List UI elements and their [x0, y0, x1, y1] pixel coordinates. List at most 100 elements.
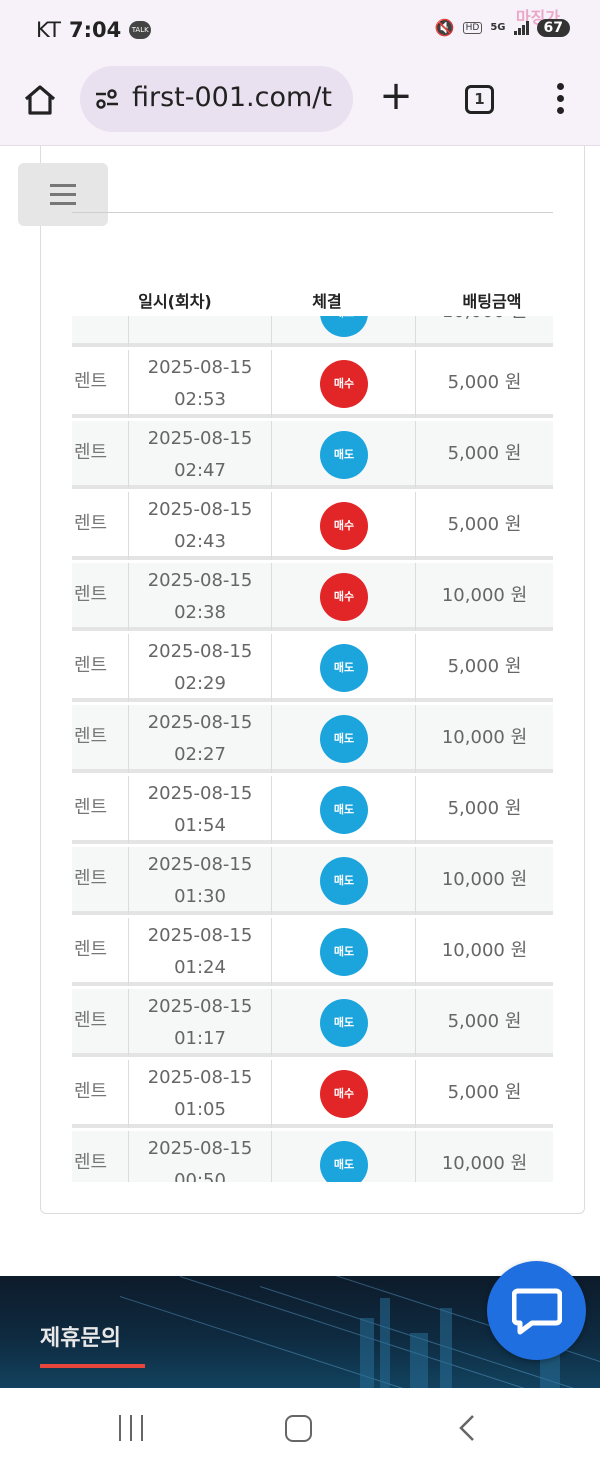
table-header: 일시(회차) 체결 배팅금액 — [72, 280, 553, 316]
round-time-text: 02:53 — [174, 389, 226, 410]
date-text: 2025-08-15 — [147, 925, 253, 946]
tune-icon[interactable] — [94, 88, 120, 110]
status-bar: KT 7:04 TALK 마징가 🔇 HD 5G 67 — [0, 0, 600, 62]
footer-title-underline — [40, 1364, 145, 1368]
result-cell: 매도 — [272, 421, 416, 489]
result-cell: 매수 — [272, 1060, 416, 1128]
url-text[interactable]: first-001.com/t — [132, 82, 332, 113]
table-row[interactable]: 렌트 2025-08-15 01:17 매도 5,000 원 — [72, 989, 553, 1057]
sell-badge: 매도 — [320, 786, 368, 834]
game-name-cell — [72, 316, 128, 347]
result-cell: 매도 — [272, 316, 416, 347]
time-cell: 2025-08-15 01:17 — [128, 989, 272, 1057]
game-name-cell: 렌트 — [74, 513, 108, 534]
home-icon[interactable] — [22, 82, 58, 118]
table-row[interactable]: 렌트 2025-08-15 01:54 매도 5,000 원 — [72, 776, 553, 844]
round-time-text: 00:50 — [174, 1170, 226, 1182]
date-text: 2025-08-15 — [147, 499, 253, 520]
table-row[interactable]: 렌트 2025-08-15 01:30 매도 10,000 원 — [72, 847, 553, 915]
kakaotalk-icon: TALK — [129, 21, 152, 39]
date-text: 2025-08-15 — [147, 357, 253, 378]
game-name-cell: 렌트 — [74, 655, 108, 676]
amount-cell: 10,000 원 — [416, 316, 553, 347]
time-cell: 2025-08-15 02:38 — [128, 563, 272, 631]
date-text: 2025-08-15 — [147, 996, 253, 1017]
address-bar[interactable]: first-001.com/t — [80, 66, 353, 132]
footer-title[interactable]: 제휴문의 — [40, 1326, 121, 1351]
result-cell: 매도 — [272, 776, 416, 844]
date-text: 2025-08-15 — [147, 1067, 253, 1088]
round-time-text: 01:17 — [174, 1028, 226, 1049]
result-cell: 매도 — [272, 634, 416, 702]
table-row[interactable]: 렌트 2025-08-15 02:47 매도 5,000 원 — [72, 421, 553, 489]
table-row[interactable]: 렌트 2025-08-15 02:38 매수 10,000 원 — [72, 563, 553, 631]
amount-cell: 10,000 원 — [441, 727, 528, 748]
table-row[interactable]: 렌트 2025-08-15 02:43 매수 5,000 원 — [72, 492, 553, 560]
table-row[interactable]: 렌트 2025-08-15 02:29 매도 5,000 원 — [72, 634, 553, 702]
signal-icon — [513, 20, 529, 35]
mute-icon: 🔇 — [434, 18, 455, 37]
amount-cell: 5,000 원 — [447, 372, 522, 393]
chat-bubble-icon — [512, 1288, 562, 1335]
home-button-icon[interactable] — [285, 1415, 312, 1442]
battery-icon: 67 — [536, 18, 570, 37]
round-time-text: 02:43 — [174, 531, 226, 552]
table-row[interactable]: 렌트 2025-08-15 01:05 매수 5,000 원 — [72, 1060, 553, 1128]
divider — [72, 212, 553, 213]
tabs-icon[interactable]: 1 — [465, 85, 494, 114]
amount-cell: 10,000 원 — [441, 585, 528, 606]
date-text: 2025-08-15 — [147, 783, 253, 804]
sell-badge: 매도 — [320, 644, 368, 692]
amount-cell: 5,000 원 — [447, 1082, 522, 1103]
time-cell: 2025-08-15 02:43 — [128, 492, 272, 560]
amount-cell: 5,000 원 — [447, 1011, 522, 1032]
amount-cell: 10,000 원 — [441, 869, 528, 890]
round-time-text: 01:30 — [174, 886, 226, 907]
time-cell: 2025-08-15 01:30 — [128, 847, 272, 915]
clipped-heading — [73, 146, 183, 154]
system-nav-bar — [0, 1388, 600, 1467]
sell-badge: 매도 — [320, 715, 368, 763]
hd-icon: HD — [462, 21, 483, 34]
date-text: 2025-08-15 — [147, 428, 253, 449]
status-right: 🔇 HD 5G 67 — [435, 18, 570, 37]
amount-cell: 5,000 원 — [447, 443, 522, 464]
hamburger-menu-icon[interactable] — [18, 163, 108, 226]
round-time-text: 02:38 — [174, 602, 226, 623]
result-cell: 매수 — [272, 563, 416, 631]
back-icon[interactable] — [456, 1413, 478, 1443]
game-name-cell: 렌트 — [74, 371, 108, 392]
header-time: 일시(회차) — [138, 292, 212, 311]
table-row[interactable]: 02:54 매도 10,000 원 — [72, 316, 553, 347]
time-cell: 2025-08-15 01:54 — [128, 776, 272, 844]
buy-badge: 매수 — [320, 1070, 368, 1118]
game-name-cell: 렌트 — [74, 584, 108, 605]
amount-cell: 5,000 원 — [447, 514, 522, 535]
table-row[interactable]: 렌트 2025-08-15 02:27 매도 10,000 원 — [72, 705, 553, 773]
history-table[interactable]: 02:54매도10,000 원렌트2025-08-1502:53매수5,000 … — [72, 316, 553, 1182]
header-amount: 배팅금액 — [462, 292, 522, 311]
more-vert-icon[interactable] — [548, 80, 572, 120]
round-time-text: 02:27 — [174, 744, 226, 765]
result-cell: 매도 — [272, 705, 416, 773]
buy-badge: 매수 — [320, 573, 368, 621]
sell-badge: 매도 — [320, 857, 368, 905]
game-name-cell: 렌트 — [74, 1081, 108, 1102]
sell-badge: 매도 — [320, 1141, 368, 1182]
chat-button[interactable] — [487, 1261, 586, 1360]
new-tab-plus-icon[interactable]: + — [379, 73, 413, 119]
table-row[interactable]: 렌트 2025-08-15 00:50 매도 10,000 원 — [72, 1131, 553, 1182]
result-cell: 매도 — [272, 847, 416, 915]
sell-badge: 매도 — [320, 928, 368, 976]
time-cell: 2025-08-15 02:47 — [128, 421, 272, 489]
table-row[interactable]: 렌트 2025-08-15 02:53 매수 5,000 원 — [72, 350, 553, 418]
amount-cell: 5,000 원 — [447, 798, 522, 819]
game-name-cell: 렌트 — [74, 1010, 108, 1031]
round-time-text: 01:54 — [174, 815, 226, 836]
time-cell: 02:54 — [128, 316, 272, 347]
clock: 7:04 — [68, 18, 122, 42]
game-name-cell: 렌트 — [74, 939, 108, 960]
table-row[interactable]: 렌트 2025-08-15 01:24 매도 10,000 원 — [72, 918, 553, 986]
recent-apps-icon[interactable] — [117, 1415, 145, 1441]
result-cell: 매도 — [272, 1131, 416, 1182]
